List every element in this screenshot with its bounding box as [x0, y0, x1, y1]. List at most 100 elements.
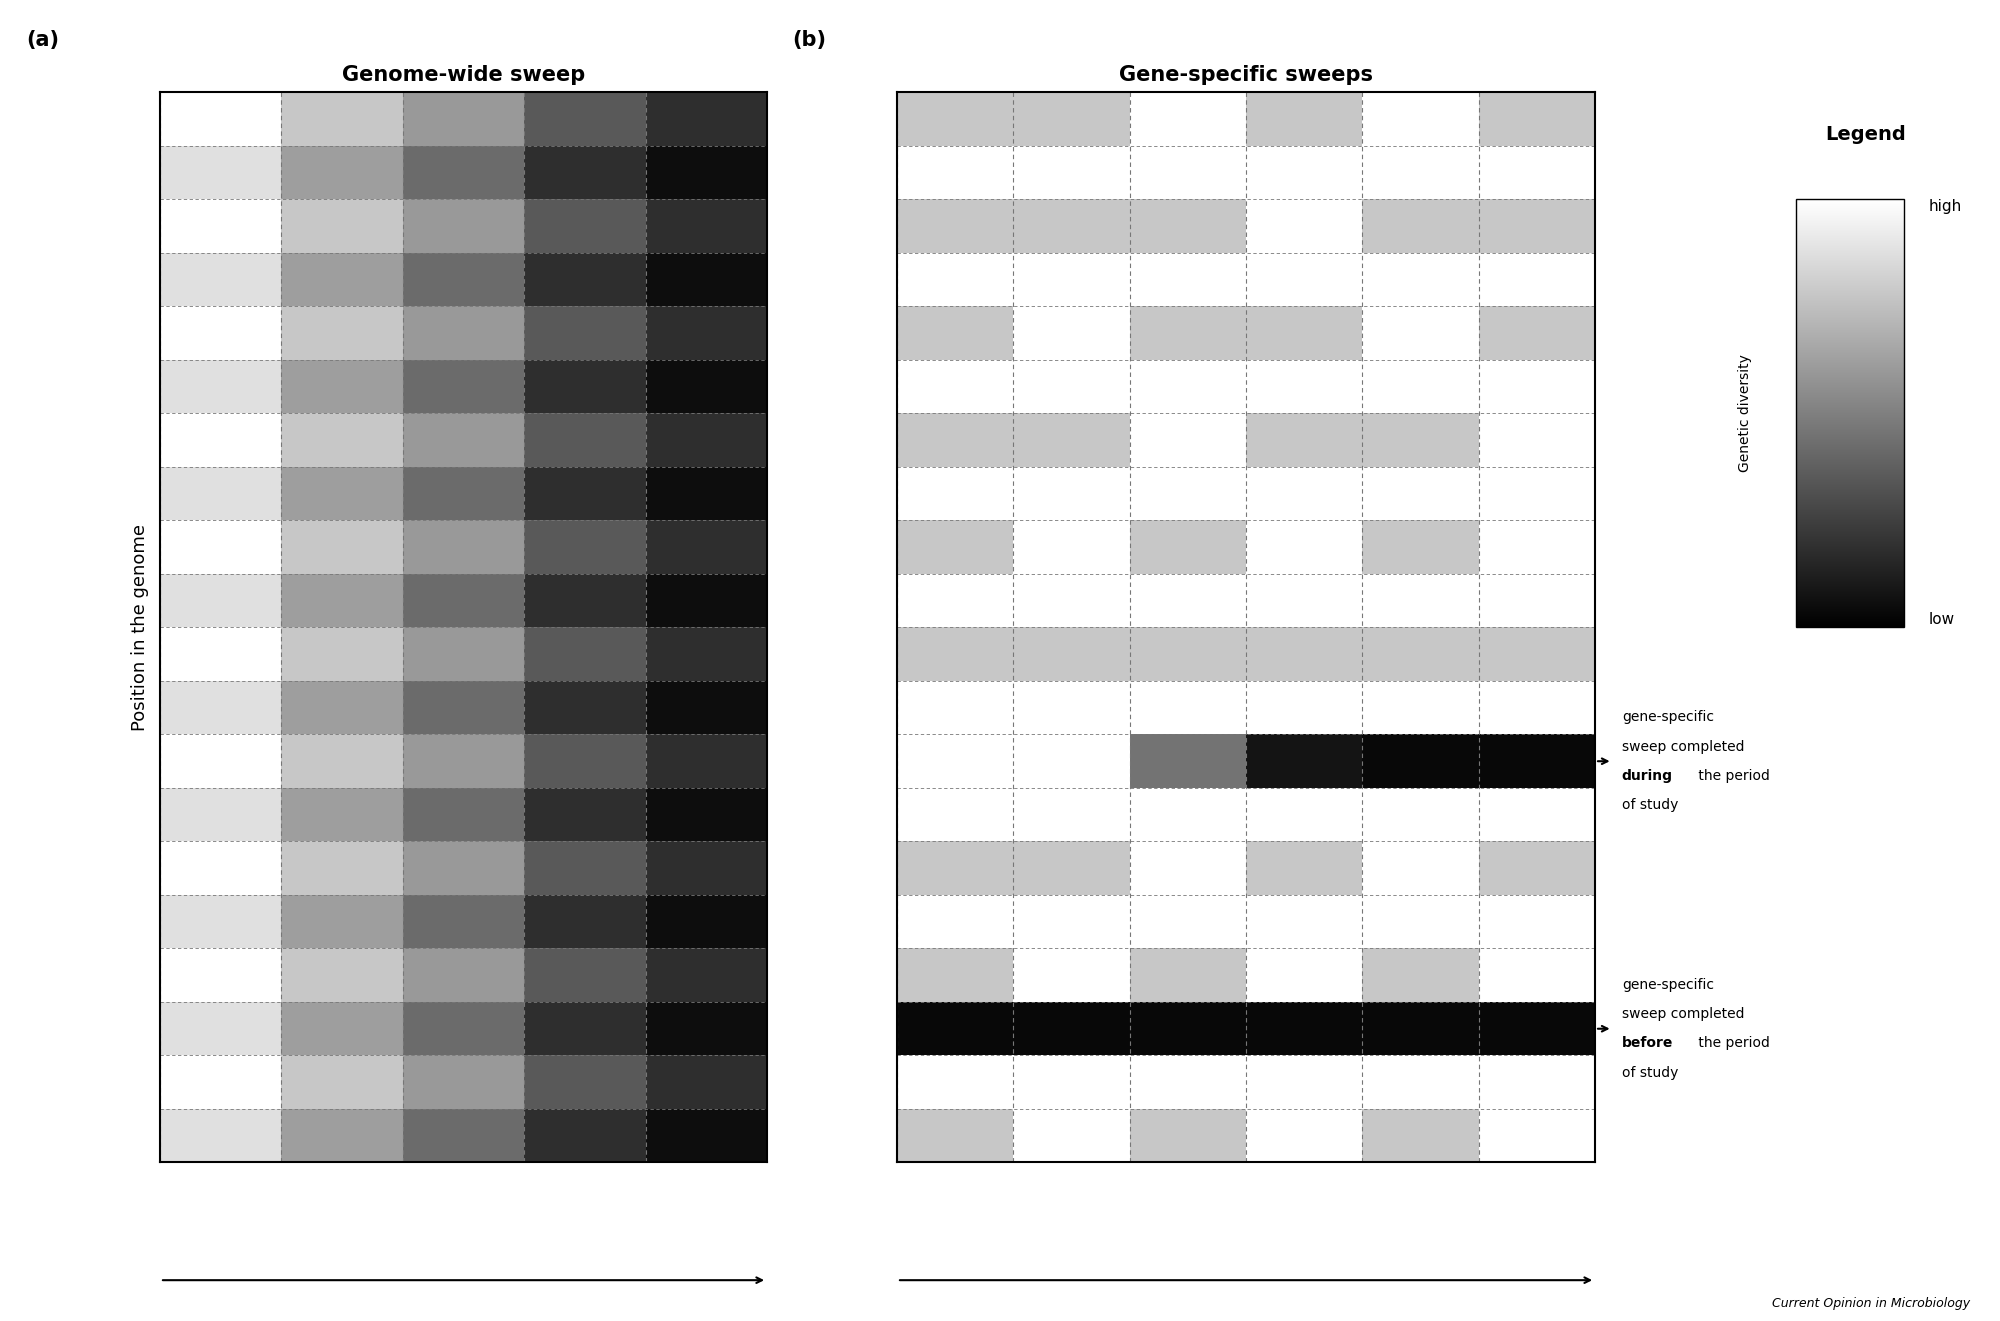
Bar	[524, 1055, 646, 1110]
Bar	[1796, 544, 1904, 547]
Bar	[1796, 560, 1904, 563]
Bar	[1246, 573, 1362, 627]
Bar	[1246, 734, 1362, 787]
Bar	[1796, 336, 1904, 338]
Bar	[1014, 1003, 1130, 1055]
Bar	[1796, 551, 1904, 553]
Bar	[1796, 524, 1904, 527]
Bar	[646, 466, 768, 520]
Bar	[1796, 369, 1904, 371]
Bar	[160, 145, 282, 199]
Bar	[1796, 289, 1904, 292]
Bar	[1796, 536, 1904, 539]
Bar	[1796, 318, 1904, 321]
Bar	[1796, 443, 1904, 445]
Bar	[1796, 437, 1904, 440]
Bar	[1796, 271, 1904, 273]
Bar	[1796, 431, 1904, 433]
Bar	[1796, 454, 1904, 457]
Bar	[1796, 530, 1904, 532]
Bar	[1796, 406, 1904, 408]
Bar	[1796, 610, 1904, 613]
Bar	[1796, 259, 1904, 262]
Bar	[1796, 329, 1904, 332]
Bar	[646, 682, 768, 734]
Bar	[1362, 1003, 1478, 1055]
Bar	[1246, 306, 1362, 359]
Bar	[1478, 682, 1596, 734]
Bar	[402, 359, 524, 413]
Bar	[402, 1110, 524, 1162]
Bar	[1796, 542, 1904, 544]
Bar	[1796, 280, 1904, 283]
Bar	[1796, 199, 1904, 203]
Bar	[1478, 92, 1596, 145]
Bar	[1362, 145, 1478, 199]
Bar	[1796, 432, 1904, 435]
Bar	[1246, 841, 1362, 896]
Bar	[1796, 589, 1904, 592]
Bar	[1796, 246, 1904, 248]
Bar	[1246, 1003, 1362, 1055]
Bar	[1478, 145, 1596, 199]
Bar	[1796, 378, 1904, 380]
Bar	[160, 520, 282, 573]
Bar	[1796, 218, 1904, 221]
Bar	[1796, 460, 1904, 462]
Bar	[1796, 236, 1904, 239]
Bar	[1796, 531, 1904, 534]
Bar	[1796, 234, 1904, 236]
Bar	[1796, 621, 1904, 624]
Bar	[1014, 627, 1130, 682]
Bar	[402, 948, 524, 1001]
Bar	[1796, 526, 1904, 528]
Bar	[898, 896, 1014, 948]
Bar	[1796, 337, 1904, 339]
Bar	[1796, 322, 1904, 325]
Bar	[1246, 466, 1362, 520]
Bar	[1796, 407, 1904, 410]
Bar	[1796, 392, 1904, 395]
Bar	[160, 1110, 282, 1162]
Bar	[1796, 476, 1904, 478]
Bar	[1362, 1055, 1478, 1110]
Bar	[1130, 466, 1246, 520]
Bar	[160, 359, 282, 413]
Bar	[1130, 306, 1246, 359]
Bar	[1796, 404, 1904, 407]
Bar	[1796, 314, 1904, 317]
Bar	[1246, 787, 1362, 841]
Bar	[282, 252, 402, 306]
Bar	[160, 1055, 282, 1110]
Bar	[646, 841, 768, 896]
Bar	[1796, 410, 1904, 412]
Bar	[1362, 734, 1478, 787]
Bar	[1796, 453, 1904, 456]
Bar	[1362, 359, 1478, 413]
Bar	[898, 252, 1014, 306]
Bar	[1796, 310, 1904, 313]
Bar	[1478, 787, 1596, 841]
Bar	[524, 948, 646, 1001]
Bar	[282, 896, 402, 948]
Bar	[1478, 199, 1596, 254]
Bar	[1014, 1110, 1130, 1162]
Bar	[402, 306, 524, 359]
Bar	[1796, 330, 1904, 333]
Bar	[1796, 617, 1904, 620]
Bar	[1246, 1110, 1362, 1162]
Bar	[160, 199, 282, 254]
Bar	[1796, 555, 1904, 557]
Bar	[1796, 588, 1904, 590]
Bar	[1478, 734, 1596, 787]
Bar	[1796, 587, 1904, 589]
Bar	[1478, 413, 1596, 466]
Bar	[524, 573, 646, 627]
Bar	[1362, 627, 1478, 682]
Bar	[1246, 359, 1362, 413]
Bar	[402, 573, 524, 627]
Bar	[1246, 145, 1362, 199]
Bar	[1796, 347, 1904, 350]
Bar	[1796, 363, 1904, 367]
Bar	[1130, 413, 1246, 466]
